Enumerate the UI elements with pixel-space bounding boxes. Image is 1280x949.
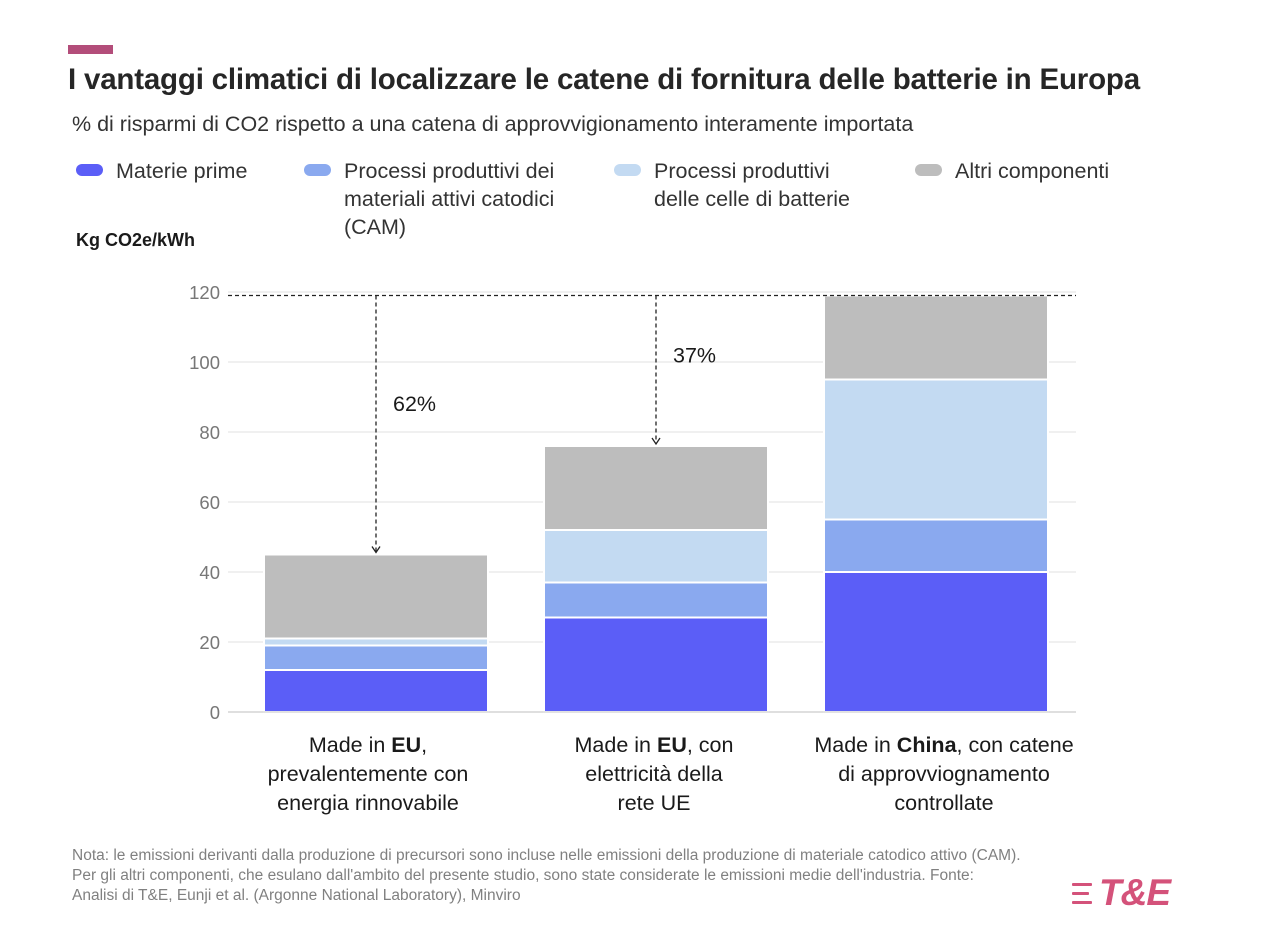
y-tick-label: 20 bbox=[199, 632, 220, 653]
bar-segment bbox=[263, 644, 489, 671]
annotation-arrow-head bbox=[651, 437, 661, 446]
bar-segment bbox=[543, 445, 769, 531]
annotation-arrow-head bbox=[371, 546, 381, 554]
category-label-bold: EU bbox=[391, 733, 422, 757]
legend-swatch bbox=[614, 164, 641, 176]
category-label-pre: Made in bbox=[308, 733, 392, 757]
category-label-bold: China bbox=[896, 733, 957, 757]
annotation-label: 37% bbox=[673, 343, 716, 367]
category-label-bold: EU bbox=[656, 733, 687, 757]
bar-segment bbox=[823, 378, 1049, 521]
category-label-post: , con elettricità della rete UE bbox=[585, 733, 734, 815]
legend-label: Altri componenti bbox=[955, 159, 1110, 183]
y-tick-label: 60 bbox=[199, 492, 220, 513]
legend-item-cell-processes: Processi produttivi delle celle di batte… bbox=[614, 157, 850, 213]
logo-lines-icon bbox=[1072, 880, 1092, 907]
legend-swatch bbox=[76, 164, 103, 176]
bar-segment bbox=[543, 529, 769, 584]
title-accent-bar bbox=[68, 45, 113, 54]
y-tick-label: 80 bbox=[199, 422, 220, 443]
legend-swatch bbox=[915, 164, 942, 176]
category-label-post: , prevalentemente con energia rinnovabil… bbox=[267, 733, 469, 815]
legend-label: Processi produttivi dei materiali attivi… bbox=[344, 159, 555, 239]
bar-segment bbox=[543, 616, 769, 713]
category-label-0: Made in EU, prevalentemente con energia … bbox=[203, 731, 533, 818]
te-logo: T&E bbox=[1072, 872, 1171, 914]
logo-text: T&E bbox=[1099, 872, 1171, 913]
footnote: Nota: le emissioni derivanti dalla produ… bbox=[72, 847, 1021, 904]
legend-label: Materie prime bbox=[116, 159, 248, 183]
legend-item-other-components: Altri componenti bbox=[915, 157, 1109, 185]
category-label-1: Made in EU, con elettricità della rete U… bbox=[489, 731, 819, 818]
bar-segment bbox=[543, 581, 769, 619]
bar-segment bbox=[823, 294, 1049, 381]
chart-title: I vantaggi climatici di localizzare le c… bbox=[68, 63, 1140, 96]
category-label-post: , con catene di approvviognamento contro… bbox=[838, 733, 1074, 815]
y-tick-label: 100 bbox=[189, 352, 220, 373]
bar-segment bbox=[263, 669, 489, 713]
annotation-label: 62% bbox=[393, 392, 436, 416]
bar-segment bbox=[823, 571, 1049, 713]
legend-label: Processi produttivi delle celle di batte… bbox=[654, 159, 851, 211]
category-label-pre: Made in bbox=[574, 733, 657, 757]
bar-segment bbox=[823, 518, 1049, 573]
legend-swatch bbox=[304, 164, 331, 176]
category-label-2: Made in China, con catene di approvviogn… bbox=[779, 731, 1109, 818]
bar-segment bbox=[263, 637, 489, 647]
y-tick-label: 0 bbox=[210, 702, 220, 723]
legend-item-raw-materials: Materie prime bbox=[76, 157, 247, 185]
chart-subtitle: % di risparmi di CO2 rispetto a una cate… bbox=[72, 112, 914, 136]
y-tick-label: 120 bbox=[189, 282, 220, 303]
y-tick-label: 40 bbox=[199, 562, 220, 583]
category-label-pre: Made in bbox=[814, 733, 897, 757]
y-axis-label: Kg CO2e/kWh bbox=[76, 230, 196, 250]
bar-segment bbox=[263, 553, 489, 640]
legend-item-cam-processes: Processi produttivi dei materiali attivi… bbox=[304, 157, 554, 241]
